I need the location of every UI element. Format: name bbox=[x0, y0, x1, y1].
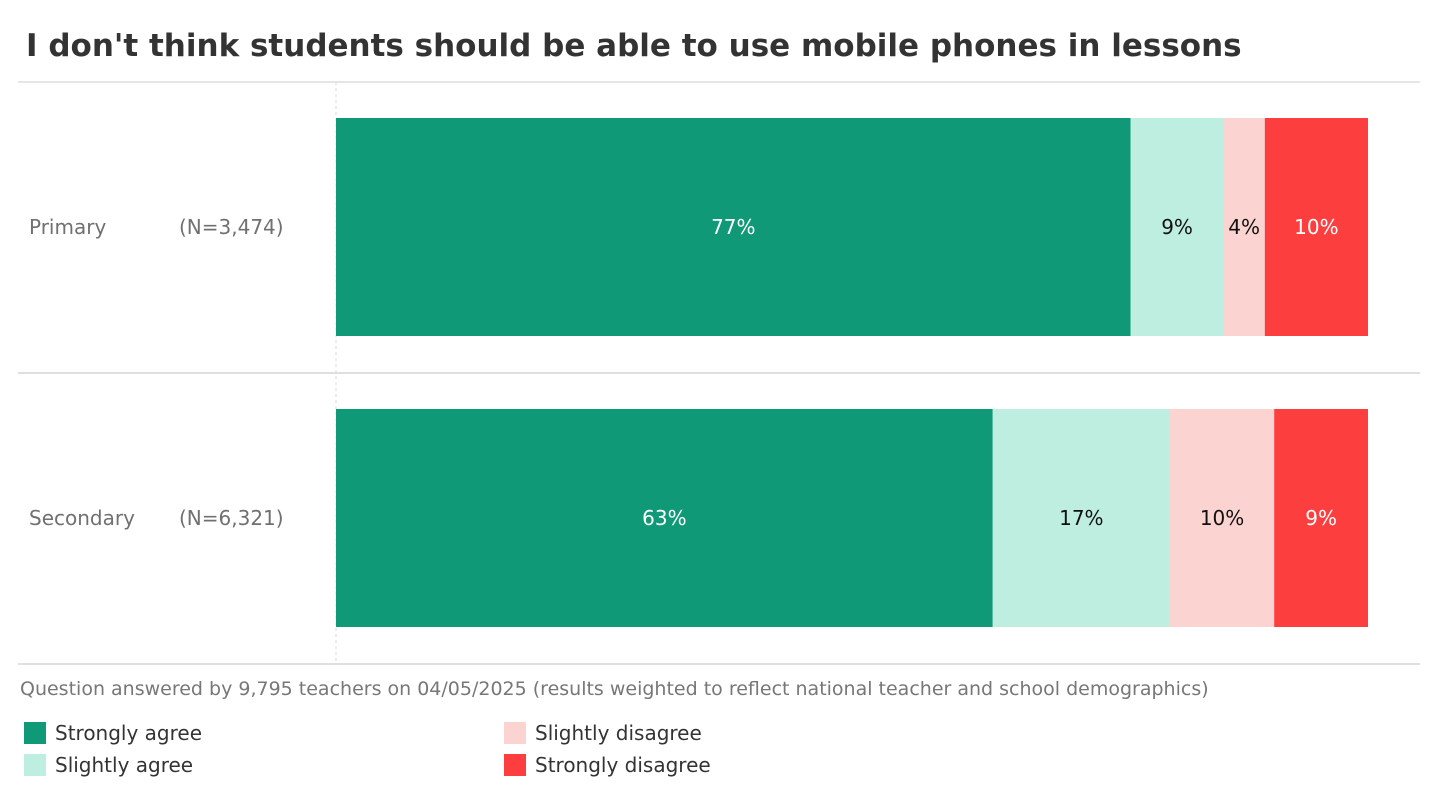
data-label-primary-slightly-disagree: 4% bbox=[1228, 215, 1260, 239]
legend-label-slightly-disagree: Slightly disagree bbox=[535, 721, 702, 745]
legend-label-strongly-agree: Strongly agree bbox=[55, 721, 203, 745]
sample-size-label-primary: (N=3,474) bbox=[179, 215, 284, 239]
legend-label-slightly-agree: Slightly agree bbox=[55, 753, 194, 777]
legend-item-slightly-agree: Slightly agree bbox=[24, 752, 193, 778]
bar-secondary-strongly-disagree bbox=[1274, 409, 1368, 627]
legend-item-strongly-agree: Strongly agree bbox=[24, 720, 202, 746]
sample-size-label-secondary: (N=6,321) bbox=[179, 506, 284, 530]
data-label-primary-strongly-disagree: 10% bbox=[1294, 215, 1338, 239]
legend-item-strongly-disagree: Strongly disagree bbox=[504, 752, 711, 778]
legend-label-strongly-disagree: Strongly disagree bbox=[535, 753, 711, 777]
legend-swatch-strongly-agree bbox=[24, 722, 46, 744]
category-label-secondary: Secondary bbox=[29, 506, 135, 530]
bar-primary-strongly-agree bbox=[336, 118, 1131, 336]
data-label-primary-strongly-agree: 77% bbox=[711, 215, 755, 239]
legend-swatch-slightly-agree bbox=[24, 754, 46, 776]
category-label-primary: Primary bbox=[29, 215, 106, 239]
legend-swatch-strongly-disagree bbox=[504, 754, 526, 776]
data-label-secondary-strongly-disagree: 9% bbox=[1305, 506, 1337, 530]
data-label-primary-slightly-agree: 9% bbox=[1161, 215, 1193, 239]
legend-item-slightly-disagree: Slightly disagree bbox=[504, 720, 702, 746]
chart-area: Primary (N=3,474) 77% 9% 4% 10% Secondary (N=6,… bbox=[18, 81, 1420, 665]
bar-secondary-strongly-agree bbox=[336, 409, 993, 627]
bar-secondary-slightly-agree bbox=[992, 409, 1170, 627]
data-label-secondary-strongly-agree: 63% bbox=[642, 506, 686, 530]
bar-primary-slightly-disagree bbox=[1223, 118, 1265, 336]
data-label-secondary-slightly-disagree: 10% bbox=[1200, 506, 1244, 530]
footnote: Question answered by 9,795 teachers on 0… bbox=[20, 678, 1209, 700]
data-label-secondary-slightly-agree: 17% bbox=[1059, 506, 1103, 530]
stacked-bar-chart: Primary (N=3,474) 77% 9% 4% 10% Secondary (N=6,… bbox=[18, 81, 1420, 665]
chart-title: I don't think students should be able to… bbox=[26, 28, 1242, 64]
bar-primary-strongly-disagree bbox=[1264, 118, 1368, 336]
bar-secondary-slightly-disagree bbox=[1169, 409, 1275, 627]
legend: Strongly agree Slightly agree Slightly dis… bbox=[24, 720, 924, 784]
legend-swatch-slightly-disagree bbox=[504, 722, 526, 744]
bar-primary-slightly-agree bbox=[1130, 118, 1224, 336]
